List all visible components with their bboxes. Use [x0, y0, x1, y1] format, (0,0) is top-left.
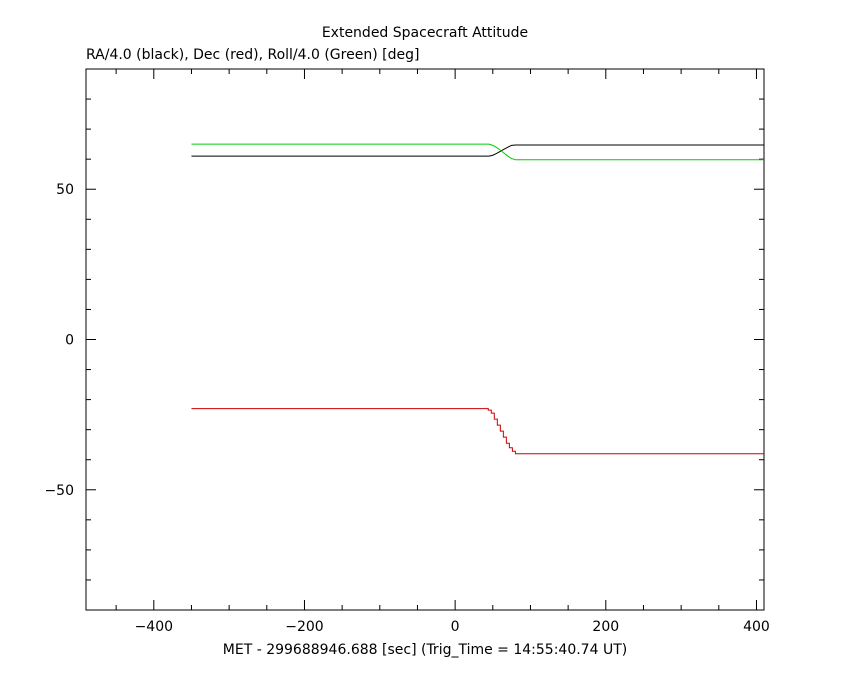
chart-title: Extended Spacecraft Attitude	[321, 25, 529, 41]
x-tick-label: 0	[451, 619, 460, 635]
series-line-2	[191, 408, 764, 455]
y-tick-label: 0	[65, 333, 74, 349]
x-tick-label: −200	[285, 619, 323, 635]
x-axis-label: MET - 299688946.688 [sec] (Trig_Time = 1…	[222, 642, 628, 658]
y-tick-label: −50	[44, 483, 74, 499]
x-tick-label: 200	[592, 619, 619, 635]
series-line-1	[191, 144, 764, 157]
x-tick-label: 400	[743, 619, 770, 635]
chart-subtitle: RA/4.0 (black), Dec (red), Roll/4.0 (Gre…	[86, 47, 420, 63]
x-tick-label: −400	[135, 619, 173, 635]
y-tick-label: 50	[56, 182, 74, 198]
plot-frame	[85, 68, 765, 611]
series-line-3	[191, 143, 764, 161]
